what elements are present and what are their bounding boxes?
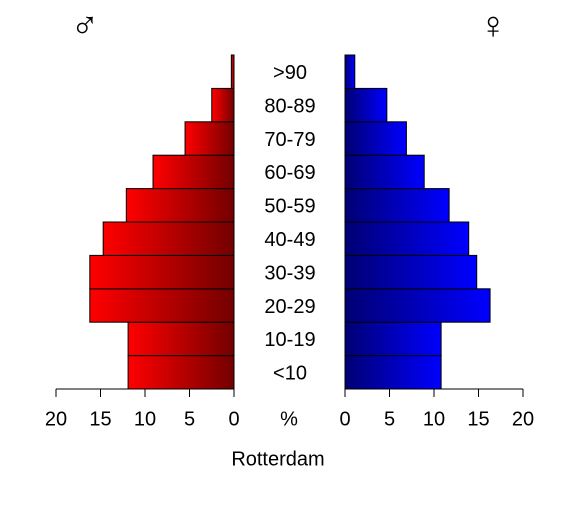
x-axis-label: %: [280, 408, 298, 430]
bar: [344, 87, 388, 123]
bar: [344, 355, 442, 390]
bar: [344, 221, 470, 256]
legend-symbol: ♀: [479, 5, 508, 47]
bar: [344, 121, 407, 156]
bar: [102, 221, 235, 256]
category-label: 20-29: [264, 296, 315, 318]
category-label: >90: [273, 62, 307, 84]
bar: [127, 321, 235, 357]
legend-symbol: ♂: [71, 5, 100, 47]
bar: [344, 254, 478, 290]
chart-title: Rotterdam: [231, 448, 324, 470]
bar: [344, 154, 425, 190]
x-tick-label: 5: [184, 408, 195, 430]
bar: [230, 54, 235, 89]
category-label: 60-69: [264, 162, 315, 184]
x-tick-label: 15: [467, 408, 489, 430]
bar: [89, 288, 235, 323]
category-label: 80-89: [264, 95, 315, 117]
bar: [344, 321, 442, 357]
x-tick-label: 20: [512, 408, 534, 430]
bar: [152, 154, 235, 190]
bar: [89, 254, 235, 290]
x-tick-label: 15: [89, 408, 111, 430]
x-tick-label: 10: [423, 408, 445, 430]
category-label: 10-19: [264, 329, 315, 351]
x-tick-label: 0: [228, 408, 239, 430]
bar: [344, 188, 450, 223]
category-label: 70-79: [264, 129, 315, 151]
bar: [127, 355, 235, 390]
bar: [125, 188, 235, 223]
bar: [344, 288, 491, 323]
bar: [211, 87, 235, 123]
category-label: 40-49: [264, 229, 315, 251]
category-label: 50-59: [264, 196, 315, 218]
bar: [184, 121, 235, 156]
x-tick-label: 10: [134, 408, 156, 430]
x-tick-label: 20: [45, 408, 67, 430]
x-tick-label: 0: [339, 408, 350, 430]
bar: [344, 54, 356, 89]
category-label: <10: [273, 363, 307, 385]
category-label: 30-39: [264, 262, 315, 284]
x-tick-label: 5: [384, 408, 395, 430]
